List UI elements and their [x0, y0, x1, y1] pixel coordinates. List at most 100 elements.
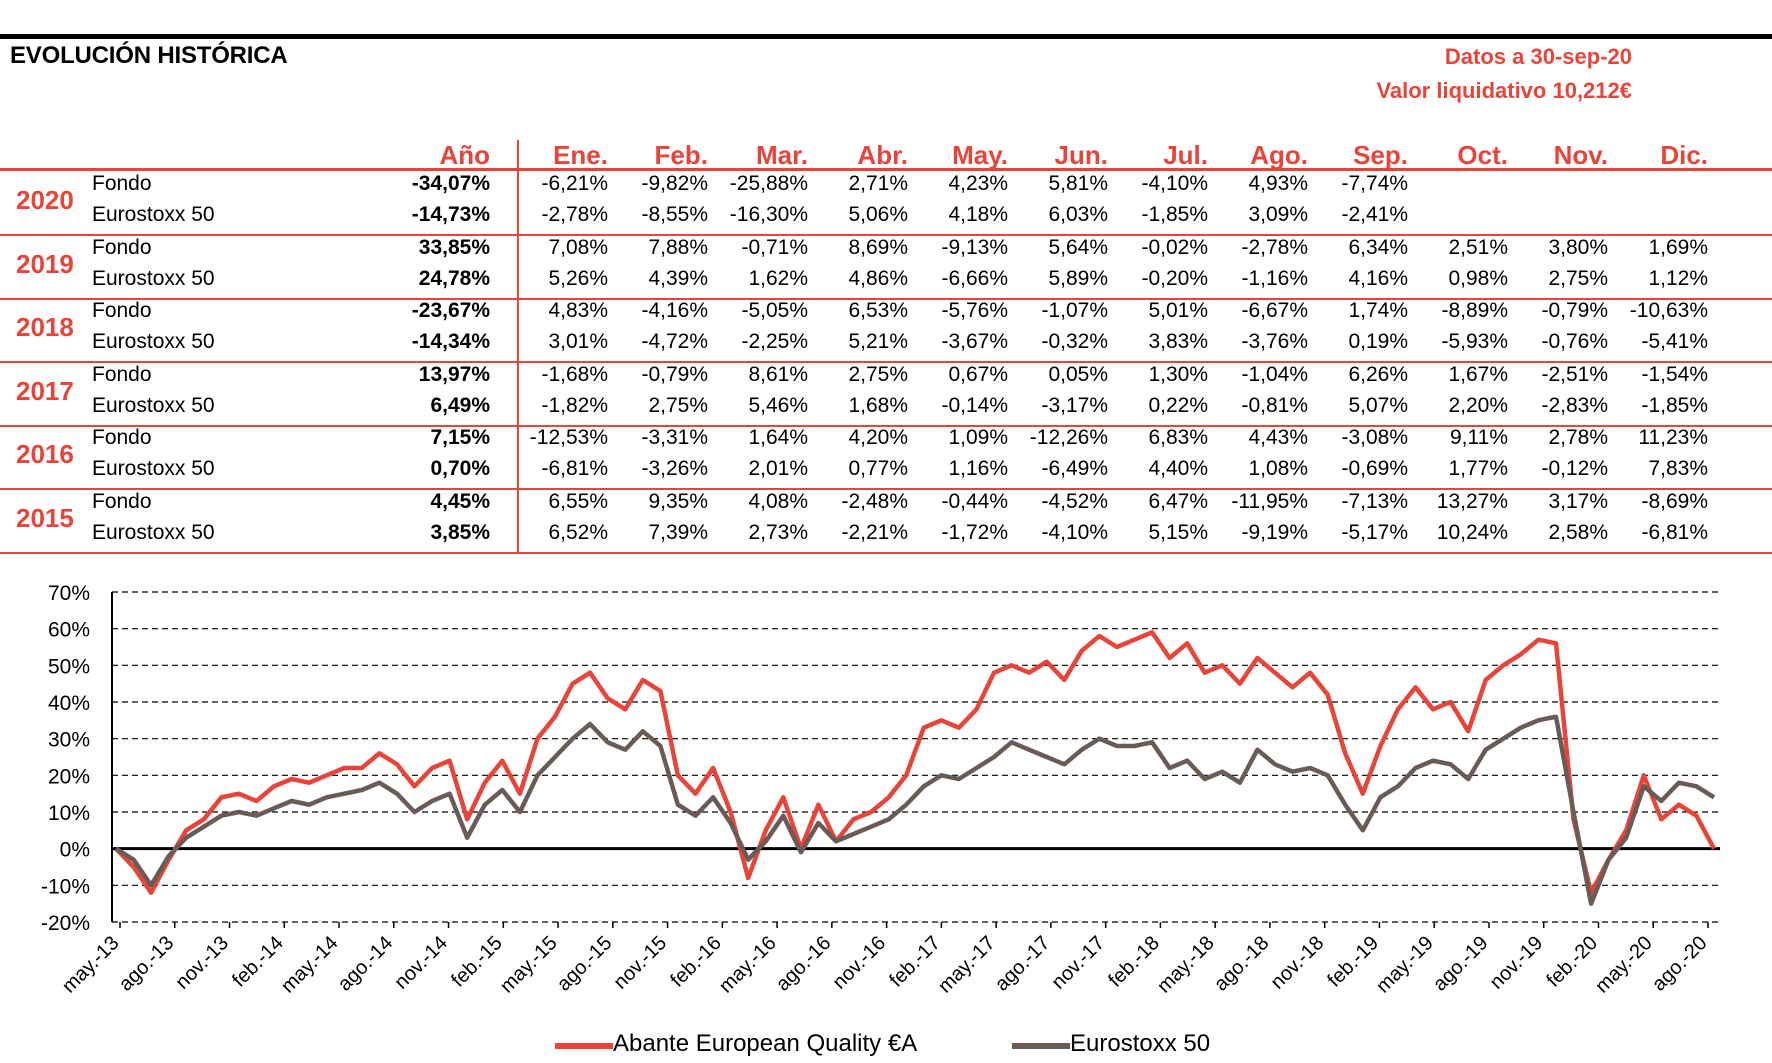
row-rule [0, 488, 1772, 490]
index-return-cell: 3,01% [548, 330, 608, 353]
index-return-cell: 6,52% [548, 520, 608, 544]
x-tick-label: nov.-17 [1048, 932, 1110, 994]
fund-return-cell: 8,69% [848, 235, 908, 259]
fund-return-cell: 0,67% [948, 362, 1008, 386]
index-return-cell: 7,39% [648, 520, 708, 544]
index-return-cell: 3,85% [430, 520, 490, 544]
x-tick-label: ago.-17 [991, 932, 1055, 996]
fund-return-cell: -25,88% [729, 172, 808, 195]
row-rule [0, 551, 1772, 554]
fund-return-cell: -6,21% [541, 172, 608, 195]
x-tick-label: may.-18 [1153, 932, 1219, 998]
fund-return-cell: 6,26% [1348, 362, 1408, 386]
fund-return-cell: -9,13% [941, 235, 1008, 259]
fund-return-cell: 6,55% [548, 489, 608, 513]
fund-return-cell: 4,45% [430, 489, 490, 513]
index-return-cell: -1,82% [541, 393, 608, 417]
fund-return-cell: -23,67% [411, 299, 490, 322]
performance-chart: 70%60%50%40%30%20%10%0%-10%-20%may.-13ag… [41, 582, 1720, 998]
fund-return-cell: 1,67% [1448, 362, 1508, 386]
year-column-divider [517, 140, 519, 554]
fund-return-cell: 6,83% [1148, 426, 1208, 449]
x-tick-label: ago.-20 [1648, 932, 1712, 996]
index-return-cell: 5,07% [1348, 393, 1408, 417]
fund-return-cell: 6,34% [1348, 235, 1408, 259]
x-tick-label: may.-20 [1591, 932, 1657, 998]
fund-return-cell: -1,68% [541, 362, 608, 386]
year-label: 2018 [16, 312, 74, 342]
fund-row-label: Fondo [92, 489, 152, 513]
fund-return-cell: 3,80% [1548, 235, 1608, 259]
column-header: May. [952, 140, 1008, 170]
index-return-cell: -14,34% [411, 330, 490, 353]
fund-return-cell: 33,85% [418, 235, 490, 259]
index-return-cell: 1,08% [1248, 457, 1308, 480]
fund-return-cell: -1,07% [1041, 299, 1108, 322]
fund-legend-swatch [555, 1043, 613, 1049]
index-return-cell: -0,76% [1541, 330, 1608, 353]
x-tick-label: may.-19 [1372, 932, 1438, 998]
year-label: 2016 [16, 439, 74, 469]
fund-return-cell: -12,53% [529, 426, 608, 449]
x-tick-label: may.-15 [496, 932, 562, 998]
index-return-cell: -5,41% [1641, 330, 1708, 353]
index-row-label: Eurostoxx 50 [92, 457, 215, 480]
index-return-cell: 0,70% [430, 457, 490, 480]
y-tick-label: 30% [48, 729, 90, 752]
index-return-cell: -1,85% [1641, 393, 1708, 417]
y-tick-label: 0% [60, 839, 90, 862]
index-return-cell: -1,85% [1141, 203, 1208, 226]
date-label: Datos a 30-sep-20 [1444, 44, 1632, 69]
index-return-cell: 2,75% [648, 393, 708, 417]
index-return-cell: -5,93% [1441, 330, 1508, 353]
fund-row-label: Fondo [92, 172, 152, 195]
index-return-cell: 0,22% [1148, 393, 1208, 417]
column-header: Jun. [1054, 140, 1108, 170]
index-return-cell: 1,12% [1648, 266, 1708, 290]
index-return-cell: 1,16% [948, 457, 1008, 480]
fund-return-cell: -7,13% [1341, 489, 1408, 513]
row-rule [0, 361, 1772, 363]
fund-legend-label: Abante European Quality €A [613, 1030, 918, 1057]
fund-return-cell: -0,79% [1541, 299, 1608, 322]
top-rule [0, 34, 1772, 39]
index-return-cell: 4,86% [848, 266, 908, 290]
fund-return-cell: 13,97% [418, 362, 490, 386]
fund-return-cell: 5,64% [1048, 235, 1108, 259]
row-rule [0, 297, 1772, 300]
y-tick-label: 10% [48, 802, 90, 825]
fund-return-cell: -5,76% [941, 299, 1008, 322]
fund-return-cell: 2,75% [848, 362, 908, 386]
fund-return-cell: 1,74% [1348, 299, 1408, 322]
index-legend-label: Eurostoxx 50 [1070, 1030, 1211, 1057]
x-tick-label: ago.-13 [115, 932, 179, 996]
fund-return-cell: -8,69% [1641, 489, 1708, 513]
index-return-cell: 2,01% [748, 457, 808, 480]
index-return-cell: 5,46% [748, 393, 808, 417]
fund-return-cell: -5,05% [741, 299, 808, 322]
fund-return-cell: 1,69% [1648, 235, 1708, 259]
column-header: Nov. [1553, 140, 1608, 170]
index-return-cell: -16,30% [729, 203, 808, 226]
fund-return-cell: -0,71% [741, 235, 808, 259]
fund-return-cell: -2,78% [1241, 235, 1308, 259]
index-return-cell: -3,76% [1241, 330, 1308, 353]
fund-return-cell: 2,51% [1448, 235, 1508, 259]
row-rule [0, 234, 1772, 236]
index-row-label: Eurostoxx 50 [92, 203, 215, 226]
index-return-cell: 3,09% [1248, 203, 1308, 226]
fund-return-cell: 9,35% [648, 489, 708, 513]
index-row-label: Eurostoxx 50 [92, 330, 215, 353]
x-tick-label: may.-13 [58, 932, 124, 998]
index-return-cell: 1,62% [748, 266, 808, 290]
fund-row-label: Fondo [92, 426, 152, 449]
fund-return-cell: 5,01% [1148, 299, 1208, 322]
fund-series-line [114, 630, 1716, 895]
year-label: 2015 [16, 502, 74, 533]
index-row-label: Eurostoxx 50 [92, 520, 215, 544]
index-return-cell: -2,25% [741, 330, 808, 353]
fund-return-cell: -1,54% [1641, 362, 1708, 386]
fund-row-label: Fondo [92, 235, 152, 259]
index-return-cell: 5,06% [848, 203, 908, 226]
index-return-cell: 2,58% [1548, 520, 1608, 544]
